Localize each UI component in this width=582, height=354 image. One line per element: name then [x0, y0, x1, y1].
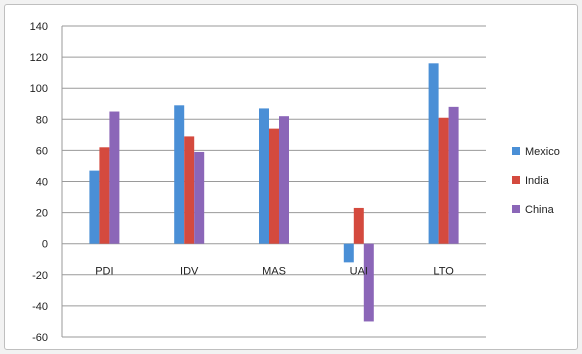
- x-tick-label: PDI: [95, 266, 113, 278]
- y-tick-label: 120: [30, 52, 48, 64]
- legend-label-china: China: [525, 204, 555, 216]
- bar-mexico-uai: [343, 243, 354, 263]
- legend: Mexico India China: [512, 146, 560, 216]
- bar-mexico-lto: [428, 63, 439, 244]
- bar-china-idv: [194, 151, 205, 244]
- x-tick-label: LTO: [433, 266, 454, 278]
- bar-mexico-idv: [174, 105, 185, 244]
- y-tick-label: -60: [32, 332, 48, 344]
- bar-china-lto: [448, 106, 459, 244]
- legend-label-india: India: [525, 175, 550, 187]
- y-tick-label: 60: [36, 145, 48, 157]
- bar-india-pdi: [99, 147, 110, 244]
- bar-india-lto: [438, 117, 449, 244]
- x-tick-label: IDV: [180, 266, 199, 278]
- legend-swatch-india: [512, 176, 520, 184]
- bar-india-mas: [269, 128, 279, 244]
- x-tick-label: MAS: [262, 266, 286, 278]
- y-axis: 140 120 100 80 60 40 20 0 -20 -40 -60: [30, 21, 63, 344]
- y-tick-label: 0: [42, 239, 48, 251]
- bar-china-uai: [363, 243, 374, 322]
- bars: [89, 63, 459, 322]
- bar-india-uai: [353, 207, 364, 244]
- legend-label-mexico: Mexico: [525, 146, 560, 158]
- y-tick-label: -20: [32, 270, 48, 282]
- y-tick-label: 20: [36, 208, 48, 220]
- bar-india-idv: [184, 136, 195, 244]
- gridlines: [62, 25, 486, 338]
- y-tick-label: 80: [36, 114, 48, 126]
- bar-mexico-pdi: [89, 170, 100, 244]
- bar-china-mas: [279, 116, 289, 244]
- x-tick-label: UAI: [350, 266, 368, 278]
- legend-swatch-mexico: [512, 147, 520, 155]
- y-tick-label: 40: [36, 177, 48, 189]
- y-tick-label: 140: [30, 21, 48, 33]
- legend-swatch-china: [512, 205, 520, 213]
- x-axis-labels: PDI IDV MAS UAI LTO: [95, 266, 454, 278]
- bar-mexico-mas: [259, 108, 269, 244]
- y-tick-label: -40: [32, 301, 48, 313]
- bar-china-pdi: [109, 111, 120, 244]
- y-tick-label: 100: [30, 83, 48, 95]
